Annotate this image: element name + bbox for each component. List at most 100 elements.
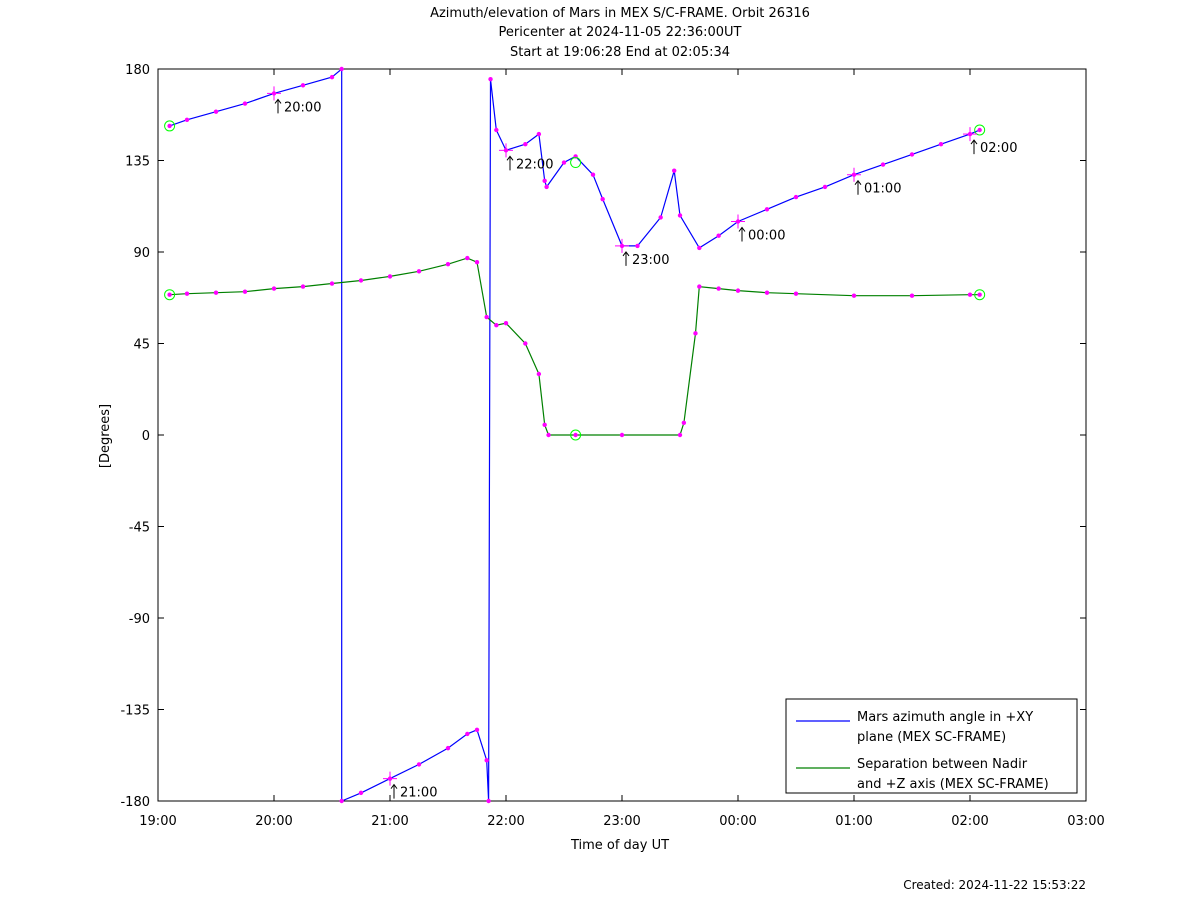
series-1-point bbox=[716, 286, 721, 291]
series-0-point bbox=[909, 152, 915, 157]
y-axis-label: [Degrees] bbox=[98, 404, 113, 468]
hour-marker-label: 00:00 bbox=[748, 229, 785, 244]
series-0-point bbox=[635, 243, 640, 249]
series-1-point bbox=[445, 262, 451, 267]
series-0-point bbox=[329, 74, 335, 80]
legend-label-0: plane (MEX SC-FRAME) bbox=[857, 730, 1006, 745]
y-tick-label: -45 bbox=[129, 521, 150, 536]
series-0-point bbox=[561, 160, 567, 165]
series-line-1 bbox=[169, 257, 980, 436]
series-0-point bbox=[339, 798, 344, 804]
series-1-point bbox=[329, 281, 335, 286]
series-0-point bbox=[677, 213, 683, 218]
series-1-point bbox=[503, 320, 509, 326]
series-0-point bbox=[184, 117, 190, 123]
hour-marker-arrowhead bbox=[854, 179, 862, 186]
series-1-point bbox=[213, 290, 219, 295]
hour-marker-arrowhead bbox=[274, 98, 282, 104]
chart-title: Azimuth/elevation of Mars in MEX S/C-FRA… bbox=[430, 6, 810, 21]
series-0-point bbox=[600, 196, 605, 202]
hour-marker-label: 22:00 bbox=[516, 157, 553, 172]
plot-area: 19:00 20:00 21:00 22:00 23:00 00:00 01:00 02:00… bbox=[120, 63, 1104, 829]
hour-marker-arrowhead bbox=[738, 226, 746, 232]
series-1-point bbox=[977, 292, 982, 297]
series-1-point bbox=[416, 269, 422, 274]
series-0-point bbox=[486, 798, 491, 804]
legend-label-1: Separation between Nadir bbox=[857, 757, 1028, 772]
series-1-point bbox=[184, 291, 190, 296]
series-0-point bbox=[716, 233, 721, 238]
series-0-point bbox=[542, 178, 547, 184]
circle-marker bbox=[570, 157, 582, 169]
series-0-point bbox=[590, 172, 596, 177]
series-1-point bbox=[619, 432, 625, 438]
series-1-point bbox=[536, 371, 542, 377]
legend-label-0: Mars azimuth angle in +XY bbox=[857, 710, 1033, 725]
series-0-point bbox=[536, 131, 542, 137]
series-1-point bbox=[474, 259, 480, 265]
series-0-point bbox=[494, 127, 499, 133]
hour-marker-label: 23:00 bbox=[632, 253, 669, 268]
series-0-point bbox=[358, 790, 364, 796]
circle-marker bbox=[974, 124, 986, 136]
series-1-point bbox=[167, 292, 172, 297]
x-tick-label: 03:00 bbox=[1067, 814, 1104, 829]
series-1-point bbox=[735, 288, 741, 293]
created-timestamp: Created: 2024-11-22 15:53:22 bbox=[903, 878, 1086, 892]
hour-marker-arrowhead bbox=[506, 155, 514, 161]
series-1-point bbox=[523, 341, 528, 346]
series-1-point bbox=[764, 290, 770, 295]
series-1-point bbox=[793, 291, 799, 296]
y-tick-label: 0 bbox=[142, 429, 150, 444]
series-0-point bbox=[523, 142, 528, 147]
chart-subtitle-pericenter: Pericenter at 2024-11-05 22:36:00UT bbox=[498, 25, 741, 40]
series-1-point bbox=[573, 432, 578, 438]
series-1-point bbox=[681, 420, 687, 425]
series-1-point bbox=[851, 293, 857, 298]
series-1-point bbox=[484, 314, 489, 320]
hour-marker-label: 21:00 bbox=[400, 786, 437, 801]
series-0-point bbox=[213, 109, 219, 114]
hour-marker-arrowhead bbox=[390, 783, 398, 789]
x-tick-label: 21:00 bbox=[371, 814, 408, 829]
series-0-point bbox=[167, 123, 172, 129]
series-0-point bbox=[488, 76, 493, 82]
hour-marker-arrowhead bbox=[970, 139, 978, 145]
series-0-point bbox=[544, 184, 549, 190]
series-1-point bbox=[242, 289, 248, 294]
y-tick-label: -180 bbox=[120, 795, 150, 810]
series-1-point bbox=[546, 432, 551, 438]
series-0-point bbox=[484, 758, 489, 763]
series-0-point bbox=[822, 184, 828, 190]
series-1-point bbox=[494, 323, 499, 328]
y-tick-label: -90 bbox=[129, 612, 150, 627]
series-0-point bbox=[339, 66, 344, 72]
x-axis-label: Time of day UT bbox=[570, 838, 669, 853]
y-tick-label: -135 bbox=[120, 704, 150, 719]
legend-box bbox=[785, 698, 1078, 794]
series-0-point bbox=[658, 215, 663, 220]
x-tick-label: 02:00 bbox=[951, 814, 988, 829]
series-1-point bbox=[967, 292, 973, 297]
y-tick-label: 180 bbox=[125, 63, 150, 78]
circle-marker bbox=[164, 120, 176, 132]
series-1-point bbox=[542, 422, 547, 428]
legend-label-1: and +Z axis (MEX SC-FRAME) bbox=[857, 777, 1049, 792]
series-1-point bbox=[693, 331, 698, 336]
series-0-point bbox=[764, 207, 770, 212]
series-1-point bbox=[677, 432, 683, 438]
series-0-point bbox=[474, 727, 480, 733]
series-0-point bbox=[938, 142, 944, 147]
x-tick-label: 23:00 bbox=[603, 814, 640, 829]
series-1-point bbox=[909, 293, 915, 298]
circle-marker bbox=[164, 289, 176, 301]
series-0-point bbox=[793, 194, 799, 200]
x-tick-label: 19:00 bbox=[139, 814, 176, 829]
series-1-point bbox=[300, 284, 306, 289]
series-0-point bbox=[697, 245, 702, 251]
hour-marker-label: 02:00 bbox=[980, 141, 1017, 156]
hour-marker-label: 01:00 bbox=[864, 182, 901, 197]
series-1-point bbox=[697, 284, 702, 289]
circle-marker bbox=[570, 429, 582, 441]
